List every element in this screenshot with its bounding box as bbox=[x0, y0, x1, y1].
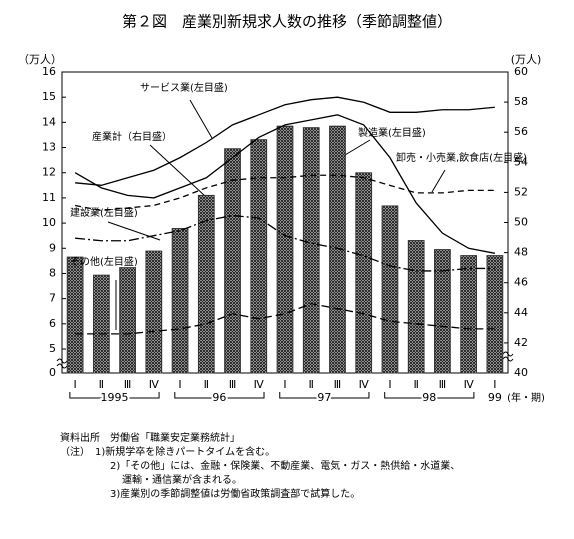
x-group-bracket bbox=[279, 392, 370, 399]
chart-title: 第２図 産業別新規求人数の推移（季節調整値） bbox=[122, 13, 452, 31]
y2-label: (万人) bbox=[511, 53, 542, 66]
note: 運輸・通信業が含まれる。 bbox=[122, 473, 242, 486]
bar bbox=[250, 139, 268, 374]
legend-label: 建設業(左目盛) bbox=[70, 206, 138, 219]
axis-break bbox=[502, 351, 514, 362]
x-tick-label: Ⅱ bbox=[204, 378, 209, 391]
x-tick-label: Ⅳ bbox=[254, 378, 265, 391]
x-tick-label: Ⅰ bbox=[493, 378, 496, 391]
y2-tick-label: 58 bbox=[514, 95, 528, 108]
bar bbox=[329, 125, 346, 374]
arrows bbox=[107, 99, 446, 330]
y-tick-label: 8 bbox=[49, 266, 56, 279]
y-tick-label: 15 bbox=[42, 90, 56, 103]
bar bbox=[66, 256, 84, 374]
note: 3)産業別の季節調整値は労働省政策調査部で試算した。 bbox=[110, 487, 360, 500]
note: （注） 1)新規学卒を除きパートタイムを含む。 bbox=[60, 445, 275, 458]
note: 資料出所 労働省「職業安定業務統計」 bbox=[60, 431, 240, 444]
y-tick-label: 14 bbox=[42, 115, 56, 128]
x-group-label: 1995 bbox=[100, 391, 128, 404]
x-group-bracket bbox=[174, 392, 265, 399]
y-tick-label: 13 bbox=[42, 141, 56, 154]
legend-label: 卸売・小売業,飲食店(左目盛) bbox=[396, 151, 527, 164]
y2-tick-label: 52 bbox=[514, 185, 528, 198]
y2-tick-label: 48 bbox=[514, 246, 528, 259]
notes: 資料出所 労働省「職業安定業務統計」（注） 1)新規学卒を除きパートタイムを含む… bbox=[60, 431, 460, 500]
axis-break bbox=[56, 358, 68, 369]
y-label: （万人） bbox=[18, 53, 62, 66]
legend-label: サービス業(左目盛) bbox=[140, 81, 228, 94]
x-tick-label: Ⅲ bbox=[124, 378, 132, 391]
bar bbox=[197, 194, 215, 374]
x-group-bracket bbox=[384, 392, 475, 399]
bar bbox=[355, 172, 373, 374]
y-tick-label: 10 bbox=[42, 216, 56, 229]
y2-tick-label: 46 bbox=[514, 276, 528, 289]
x-tick-label: Ⅲ bbox=[334, 378, 342, 391]
y2-tick-label: 44 bbox=[514, 306, 528, 319]
bar bbox=[407, 240, 425, 374]
line bbox=[75, 214, 495, 272]
x-group-bracket bbox=[69, 392, 160, 399]
note: 2)「その他」には、金融・保険業、不動産業、電気・ガス・熱供給・水道業、 bbox=[110, 459, 460, 472]
bar bbox=[92, 274, 110, 374]
bar bbox=[171, 228, 189, 374]
y2-tick-label: 42 bbox=[514, 336, 528, 349]
y-tick-label: 0 bbox=[49, 366, 56, 379]
legend-label: 産業計（右目盛） bbox=[92, 130, 172, 143]
x-tick-label: Ⅲ bbox=[439, 378, 447, 391]
y2-tick-label: 54 bbox=[514, 155, 528, 168]
legend-label: その他(左目盛) bbox=[70, 255, 138, 268]
y-tick-label: 11 bbox=[42, 191, 56, 204]
x-tick-label: Ⅰ bbox=[388, 378, 391, 391]
y-tick-label: 7 bbox=[49, 292, 56, 305]
x-tick-label: Ⅲ bbox=[229, 378, 237, 391]
x-group-label: 96 bbox=[212, 391, 226, 404]
y-tick-label: 6 bbox=[49, 317, 56, 330]
y2-tick-label: 60 bbox=[514, 65, 528, 78]
bar bbox=[119, 267, 136, 374]
bar bbox=[145, 250, 163, 374]
x-label: (年・期) bbox=[507, 391, 545, 404]
y2-tick-label: 50 bbox=[514, 216, 528, 229]
x-group-label: 97 bbox=[317, 391, 331, 404]
bar bbox=[276, 125, 294, 374]
bar bbox=[434, 249, 451, 374]
x-tick-label: Ⅰ bbox=[178, 378, 181, 391]
x-tick-label: Ⅳ bbox=[149, 378, 160, 391]
bar bbox=[302, 127, 320, 374]
y-tick-label: 16 bbox=[42, 65, 56, 78]
y2-tick-label: 40 bbox=[514, 366, 528, 379]
x-group-label: 99 bbox=[488, 391, 502, 404]
y2-tick-label: 56 bbox=[514, 125, 528, 138]
bar bbox=[381, 205, 399, 374]
x-tick-label: Ⅳ bbox=[464, 378, 475, 391]
x-tick-label: Ⅱ bbox=[413, 378, 418, 391]
legend-label: 製造業(左目盛) bbox=[358, 126, 426, 139]
bar bbox=[224, 148, 241, 374]
x-tick-label: Ⅱ bbox=[309, 378, 314, 391]
y-tick-label: 5 bbox=[49, 342, 56, 355]
bar bbox=[486, 255, 504, 374]
x-tick-label: Ⅳ bbox=[359, 378, 370, 391]
line bbox=[74, 114, 496, 254]
x-group-bracket bbox=[489, 392, 501, 399]
line bbox=[74, 174, 495, 212]
x-tick-label: Ⅰ bbox=[73, 378, 76, 391]
x-group-label: 98 bbox=[422, 391, 436, 404]
y-tick-label: 9 bbox=[49, 241, 56, 254]
y-tick-label: 12 bbox=[42, 166, 56, 179]
x-tick-label: Ⅰ bbox=[283, 378, 286, 391]
x-tick-label: Ⅱ bbox=[99, 378, 104, 391]
bar bbox=[460, 255, 478, 374]
line bbox=[75, 96, 495, 186]
